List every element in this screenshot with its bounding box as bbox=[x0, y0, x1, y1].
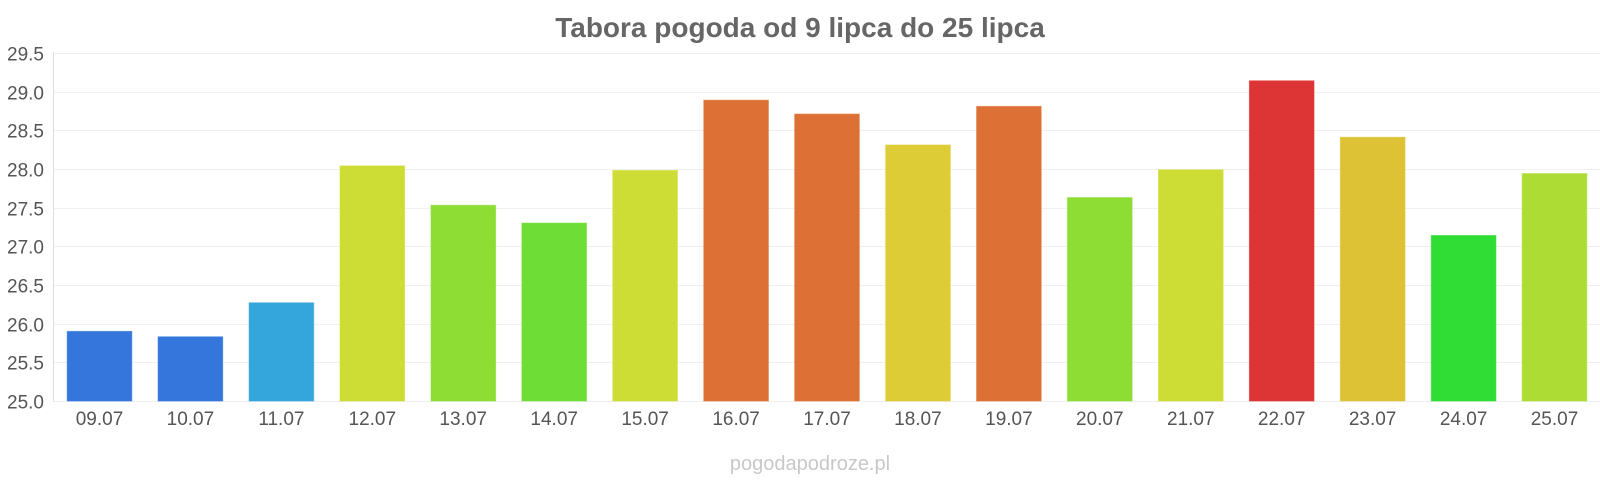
bar-23.07 bbox=[1339, 136, 1406, 402]
bar-21.07 bbox=[1158, 169, 1224, 402]
x-tick-label: 13.07 bbox=[439, 409, 487, 430]
bar-18.07 bbox=[885, 144, 951, 402]
bar-20.07 bbox=[1067, 197, 1133, 402]
x-tick-label: 15.07 bbox=[621, 409, 669, 430]
x-tick-label: 11.07 bbox=[258, 409, 304, 430]
x-tick-label: 21.07 bbox=[1167, 409, 1215, 430]
bar-09.07 bbox=[66, 330, 133, 402]
x-tick-label: 12.07 bbox=[349, 409, 397, 430]
bars bbox=[66, 80, 1588, 402]
y-axis-ticks: 25.0 25.5 26.0 26.5 27.0 27.5 28.0 28.5 29.0 29.5 bbox=[7, 45, 44, 414]
y-tick-label: 28.5 bbox=[7, 122, 44, 143]
x-tick-label: 17.07 bbox=[803, 409, 851, 430]
y-tick-label: 26.5 bbox=[7, 277, 44, 298]
x-tick-label: 18.07 bbox=[894, 409, 942, 430]
y-tick-label: 27.5 bbox=[7, 200, 44, 221]
y-tick-label: 29.5 bbox=[7, 45, 44, 66]
bar-15.07 bbox=[612, 170, 678, 402]
chart-title: Tabora pogoda od 9 lipca do 25 lipca bbox=[555, 12, 1045, 43]
x-tick-label: 19.07 bbox=[985, 409, 1033, 430]
x-tick-label: 20.07 bbox=[1076, 409, 1124, 430]
y-tick-label: 25.5 bbox=[7, 354, 44, 375]
bar-24.07 bbox=[1430, 235, 1497, 402]
x-tick-label: 24.07 bbox=[1440, 409, 1488, 430]
y-tick-label: 29.0 bbox=[7, 84, 44, 105]
y-tick-label: 25.0 bbox=[7, 393, 44, 414]
bar-11.07 bbox=[248, 302, 315, 402]
x-tick-label: 10.07 bbox=[167, 409, 215, 430]
x-tick-label: 23.07 bbox=[1349, 409, 1397, 430]
x-tick-label: 09.07 bbox=[76, 409, 124, 430]
bar-13.07 bbox=[430, 204, 497, 402]
bar-16.07 bbox=[703, 99, 769, 402]
y-tick-label: 27.0 bbox=[7, 238, 44, 259]
x-tick-label: 22.07 bbox=[1258, 409, 1306, 430]
bar-19.07 bbox=[976, 105, 1042, 402]
bar-17.07 bbox=[794, 113, 860, 402]
x-tick-label: 14.07 bbox=[530, 409, 578, 430]
bar-10.07 bbox=[157, 336, 224, 402]
bar-22.07 bbox=[1248, 80, 1315, 402]
bar-14.07 bbox=[521, 222, 588, 402]
watermark: pogodapodroze.pl bbox=[730, 453, 890, 475]
x-axis-ticks: 09.07 10.07 11.07 12.07 13.07 14.07 15.07 16.07… bbox=[76, 409, 1579, 430]
x-tick-label: 25.07 bbox=[1531, 409, 1579, 430]
x-tick-label: 16.07 bbox=[712, 409, 760, 430]
bar-12.07 bbox=[339, 165, 406, 402]
y-tick-label: 26.0 bbox=[7, 316, 44, 337]
y-tick-label: 28.0 bbox=[7, 161, 44, 182]
bar-25.07 bbox=[1521, 173, 1588, 402]
